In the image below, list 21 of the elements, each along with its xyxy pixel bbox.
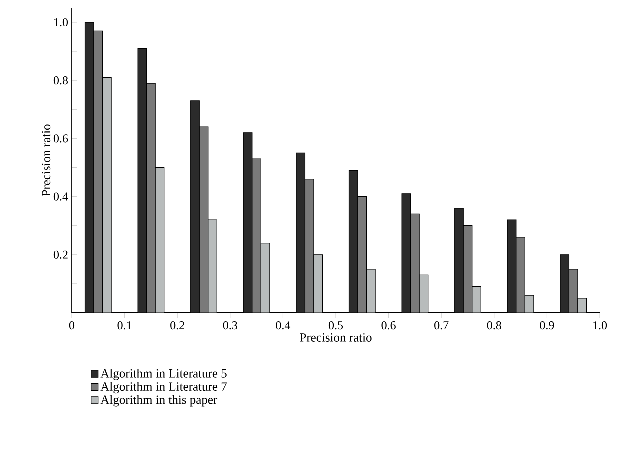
x-tick-label: 0.2: [170, 322, 184, 330]
x-tick-label: 0.5: [328, 322, 344, 330]
x-tick-label: 0.9: [540, 322, 554, 330]
x-tick-label: 0.8: [487, 322, 502, 330]
y-tick-label: 1.0: [54, 18, 68, 27]
x-tick-label: 0.7: [434, 322, 449, 330]
y-tick-label: 0.4: [54, 192, 68, 201]
y-tick-label: 0.6: [54, 134, 68, 143]
x-tick-label: 0.4: [276, 322, 291, 330]
y-axis-title: Precision ratio: [42, 124, 51, 196]
x-tick-label: 0.6: [382, 322, 396, 330]
legend-label: Algorithm in this paper: [100, 395, 218, 407]
y-tick-label: 0.8: [54, 76, 68, 85]
x-tick-label: 0.3: [223, 322, 238, 330]
legend-label: Algorithm in Literature 5: [100, 369, 227, 380]
x-axis-title: Precision ratio: [300, 334, 372, 342]
legend-label: Algorithm in Literature 7: [100, 382, 227, 394]
y-tick-label: 0.2: [54, 250, 68, 259]
x-tick-label: 0.1: [118, 322, 132, 330]
x-tick-label: 1.0: [594, 322, 608, 330]
x-tick-label: 0: [69, 322, 75, 330]
